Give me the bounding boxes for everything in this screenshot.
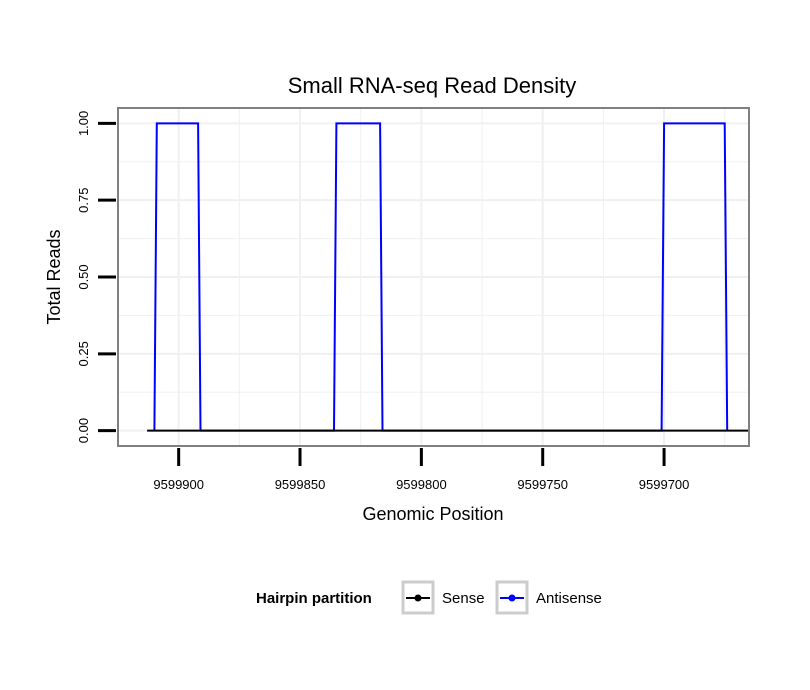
y-tick-label: 0.50 (76, 264, 91, 289)
legend-label-sense: Sense (442, 590, 485, 607)
y-axis-label: Total Reads (44, 229, 64, 324)
series-line-antisense (153, 122, 729, 432)
legend: Hairpin partition Sense Antisense (256, 580, 602, 615)
x-tick-label: 9599750 (517, 477, 568, 492)
legend-dot-antisense (508, 594, 516, 602)
grid (118, 108, 749, 446)
series-layer (147, 122, 749, 432)
x-axis: 9599900 9599850 9599800 9599750 9599700 (153, 448, 689, 492)
y-tick-label: 0.25 (76, 341, 91, 366)
chart-title: Small RNA-seq Read Density (288, 73, 577, 98)
y-tick-label: 1.00 (76, 111, 91, 136)
y-tick-label: 0.75 (76, 188, 91, 213)
x-tick-label: 9599800 (396, 477, 447, 492)
y-axis: 0.00 0.25 0.50 0.75 1.00 (76, 111, 116, 443)
legend-dot-sense (414, 594, 422, 602)
legend-title: Hairpin partition (256, 590, 372, 607)
y-tick-label: 0.00 (76, 418, 91, 443)
x-tick-label: 9599700 (639, 477, 690, 492)
plot-panel-border (117, 107, 750, 447)
x-tick-label: 9599850 (275, 477, 326, 492)
legend-label-antisense: Antisense (536, 590, 602, 607)
x-tick-label: 9599900 (153, 477, 204, 492)
x-axis-label: Genomic Position (362, 504, 503, 524)
